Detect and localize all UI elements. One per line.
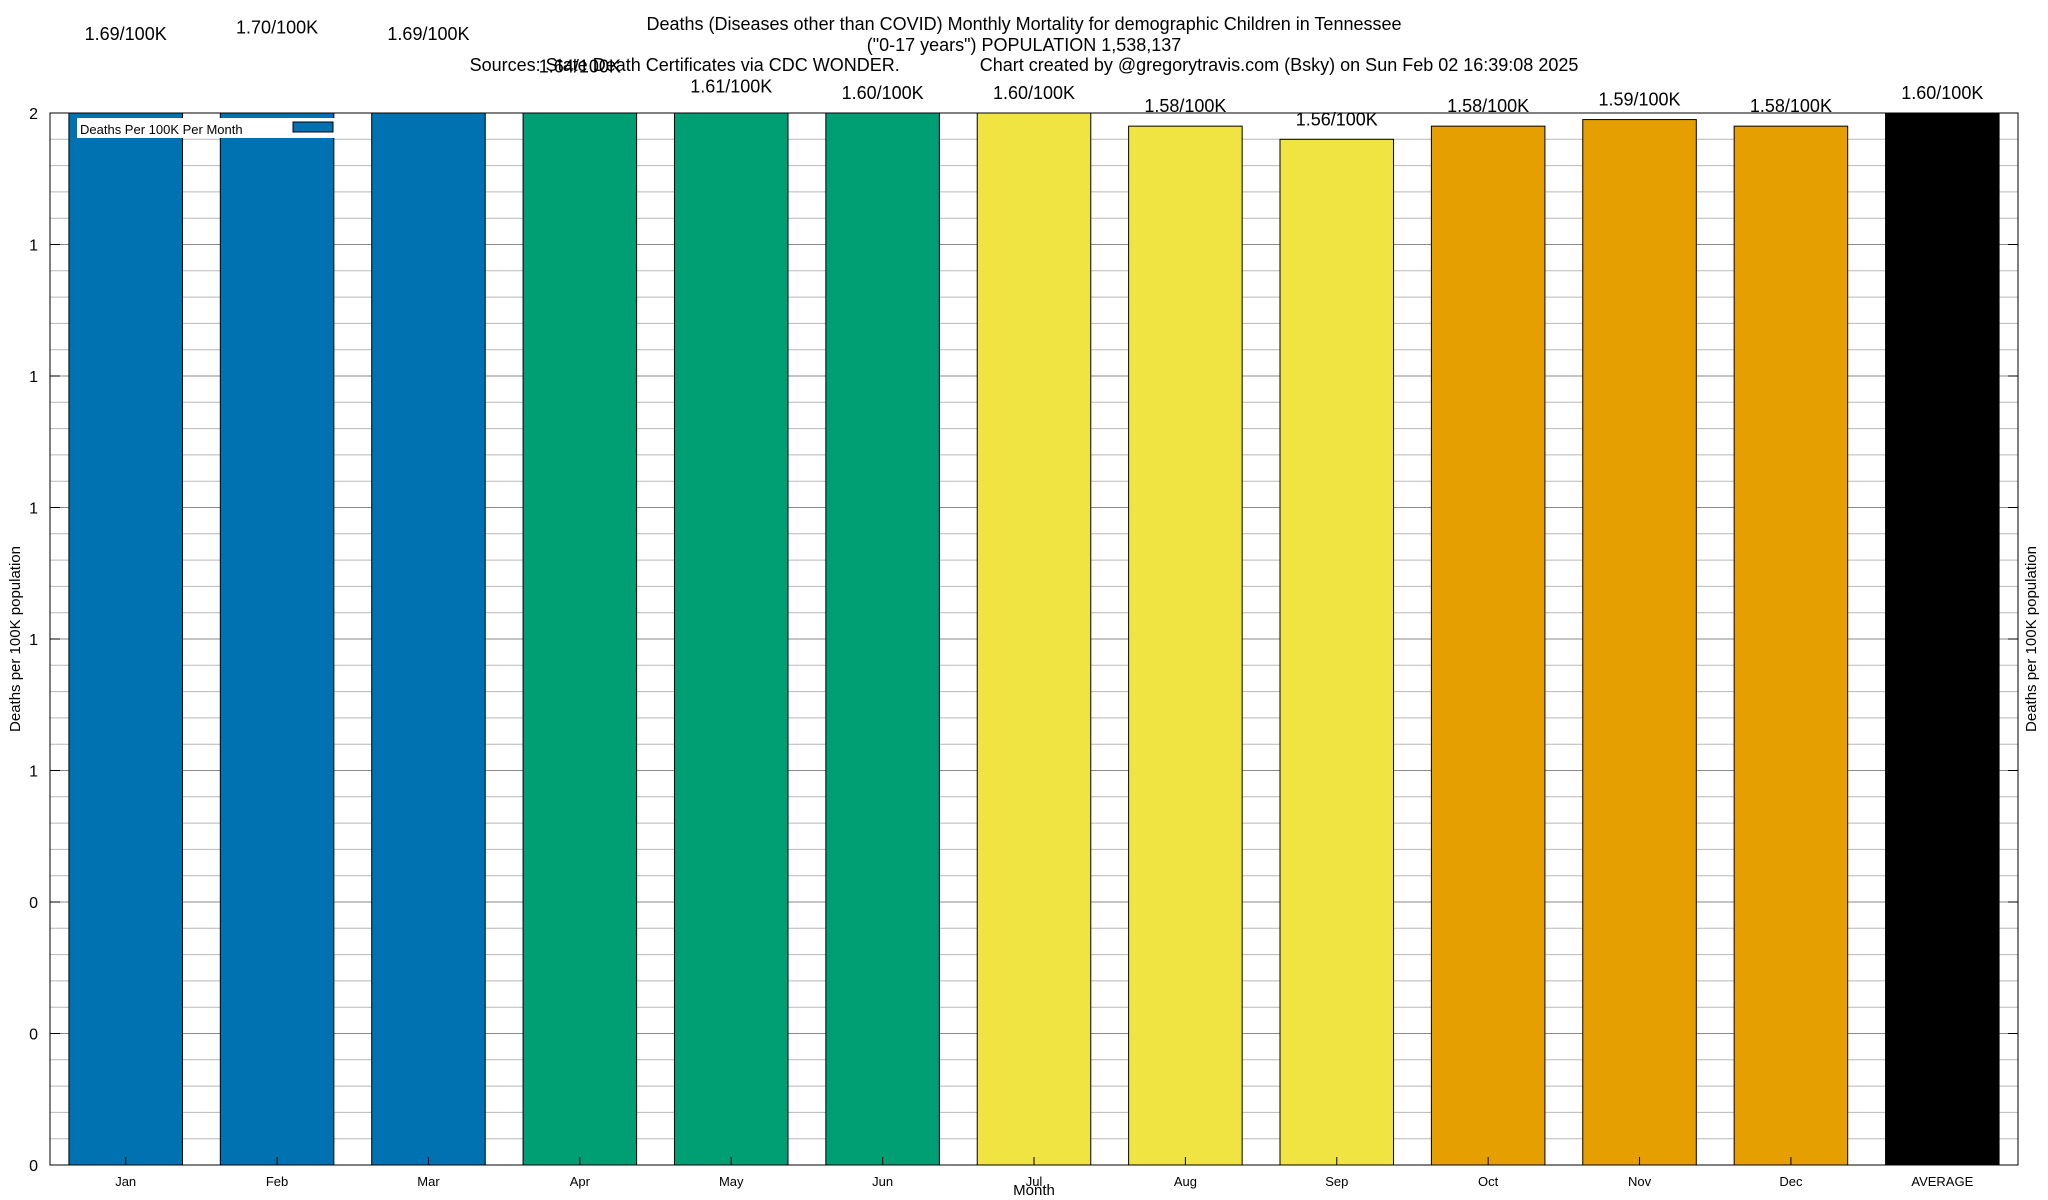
bar-value-label: 1.58/100K — [1447, 96, 1529, 116]
chart-subtitle: ("0-17 years") POPULATION 1,538,137 — [866, 35, 1182, 55]
x-axis-title: Month — [1013, 1182, 1055, 1199]
bar-value-label: 1.60/100K — [1901, 83, 1983, 103]
x-tick-label: Mar — [417, 1174, 440, 1189]
chart-title: Deaths (Diseases other than COVID) Month… — [646, 14, 1402, 34]
legend: Deaths Per 100K Per Month — [77, 118, 342, 138]
bar — [522, 112, 638, 1166]
y-tick-label: 2 — [29, 106, 38, 123]
bar-value-label: 1.58/100K — [1750, 96, 1832, 116]
x-tick-label: AVERAGE — [1911, 1174, 1973, 1189]
legend-swatch — [292, 121, 334, 133]
bar-value-label: 1.70/100K — [236, 17, 318, 37]
y-axis-title-left: Deaths per 100K population — [7, 546, 24, 732]
x-tick-label: Jun — [872, 1174, 893, 1189]
bar-value-labels: 1.69/100K 1.70/100K 1.69/100K 1.64/100K 1.61… — [85, 17, 1984, 129]
bar-value-label: 1.60/100K — [993, 83, 1075, 103]
bar — [1885, 112, 2000, 1166]
bar-value-label: 1.61/100K — [690, 76, 772, 96]
x-tick-label: Dec — [1779, 1174, 1803, 1189]
bar-value-label: 1.64/100K — [539, 57, 621, 77]
y-tick-label: 1 — [29, 238, 38, 255]
y-tick-label: 0 — [29, 1158, 38, 1175]
x-tick-label: Aug — [1174, 1174, 1197, 1189]
bar — [1733, 125, 1849, 1166]
bar — [1582, 119, 1697, 1166]
bar — [219, 112, 335, 1166]
y-axis-title-right: Deaths per 100K population — [2023, 546, 2040, 732]
bar-value-label: 1.69/100K — [85, 24, 167, 44]
x-axis-ticks: Jan Feb Mar Apr May Jun Jul Aug Sep Oct Nov Dec AVER… — [115, 1157, 1974, 1189]
bar-value-label: 1.58/100K — [1144, 96, 1226, 116]
bar — [1430, 125, 1546, 1166]
bar-value-label: 1.56/100K — [1296, 109, 1378, 129]
bar — [825, 112, 940, 1166]
x-tick-label: May — [719, 1174, 744, 1189]
x-tick-label: Oct — [1478, 1174, 1499, 1189]
x-tick-label: Jan — [115, 1174, 136, 1189]
y-tick-label: 1 — [29, 501, 38, 518]
plot-frame — [49, 112, 2019, 1166]
y-tick-label: 1 — [29, 764, 38, 781]
chart-source-credit: Sources: State Death Certificates via CD… — [0, 55, 2048, 76]
bar — [371, 112, 486, 1166]
bar — [1279, 138, 1395, 1166]
chart-source: Sources: State Death Certificates via CD… — [469, 55, 900, 75]
bar-value-label: 1.69/100K — [387, 24, 469, 44]
x-tick-label: Apr — [570, 1174, 591, 1189]
bar-value-label: 1.59/100K — [1598, 90, 1680, 110]
chart-credit: Chart created by @gregorytravis.com (Bsk… — [979, 55, 1579, 75]
y-tick-label: 1 — [29, 632, 38, 649]
bar-value-label: 1.60/100K — [842, 83, 924, 103]
legend-background — [77, 118, 342, 138]
bar — [1128, 125, 1243, 1166]
x-tick-label: Sep — [1325, 1174, 1348, 1189]
bar — [68, 112, 183, 1166]
y-tick-label: 1 — [29, 369, 38, 386]
legend-label: Deaths Per 100K Per Month — [80, 122, 243, 137]
y-tick-label: 0 — [29, 1027, 38, 1044]
bar — [673, 112, 789, 1166]
bars — [68, 112, 2000, 1166]
x-tick-label: Nov — [1628, 1174, 1652, 1189]
x-tick-label: Jul — [1026, 1174, 1043, 1189]
bar — [976, 112, 1092, 1166]
y-axis-left-ticks: 0 0 0 1 1 1 1 1 2 — [29, 106, 60, 1175]
y-tick-label: 0 — [29, 895, 38, 912]
x-tick-label: Feb — [266, 1174, 288, 1189]
